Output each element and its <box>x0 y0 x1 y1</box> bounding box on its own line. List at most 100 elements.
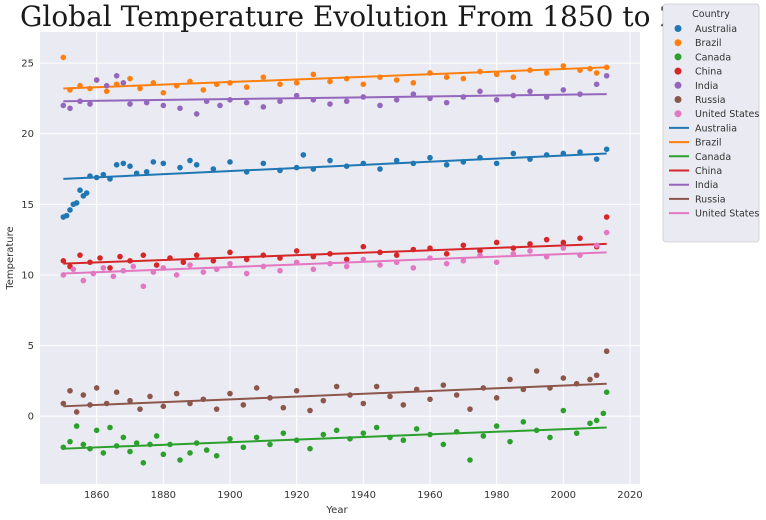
data-point <box>140 252 147 258</box>
data-point <box>60 54 67 61</box>
data-point <box>70 266 77 273</box>
data-point <box>213 406 220 412</box>
data-point <box>593 372 600 379</box>
x-tick-label: 1880 <box>151 490 176 501</box>
data-point <box>153 433 160 439</box>
data-point <box>60 102 67 109</box>
data-point <box>493 97 500 103</box>
legend: Country Australia Brazil Canada China India Ru… <box>662 3 760 243</box>
data-point <box>137 85 143 92</box>
data-point <box>577 149 583 155</box>
data-point <box>587 420 593 427</box>
x-axis-label: Year <box>325 505 348 516</box>
x-tick-label: 1980 <box>484 490 509 501</box>
data-point <box>130 263 137 270</box>
data-point <box>460 242 467 249</box>
data-point <box>160 403 167 410</box>
data-point <box>533 368 540 374</box>
regression-line <box>63 251 607 275</box>
data-point <box>507 438 513 445</box>
legend-entry: Russia <box>695 194 726 205</box>
data-point <box>587 376 593 383</box>
data-point <box>310 266 317 273</box>
data-point <box>80 277 87 284</box>
data-point <box>73 200 80 206</box>
regression-line <box>63 152 607 180</box>
data-point <box>127 163 133 169</box>
data-point <box>173 390 180 397</box>
x-tick-label: 1960 <box>417 490 442 501</box>
data-point <box>173 272 180 278</box>
data-point <box>307 445 313 452</box>
legend-entry: Russia <box>695 95 726 106</box>
data-point <box>603 72 610 79</box>
data-point <box>87 101 93 107</box>
data-point <box>333 383 340 390</box>
data-point <box>307 407 313 414</box>
legend-entry: Canada <box>695 52 731 63</box>
x-tick-label: 1940 <box>351 490 376 501</box>
data-point <box>227 436 233 442</box>
data-point <box>360 243 367 250</box>
data-point <box>300 152 307 158</box>
regression-line <box>63 242 607 265</box>
data-point <box>93 385 100 391</box>
data-point <box>510 150 517 157</box>
data-point <box>360 430 367 436</box>
data-point <box>603 214 610 220</box>
series-australia <box>60 146 610 220</box>
data-point <box>467 457 473 463</box>
data-point <box>427 154 433 161</box>
data-point <box>140 460 147 466</box>
data-point <box>333 427 340 434</box>
data-point <box>80 392 87 398</box>
legend-entry: Brazil <box>695 138 722 149</box>
axis-ticks: 1860 1880 1900 1920 1940 1960 1980 2000 2020 0 5 10… <box>21 59 642 501</box>
data-point <box>400 437 407 444</box>
data-point <box>160 89 167 96</box>
data-point <box>77 252 83 258</box>
data-point <box>147 393 153 400</box>
data-point <box>217 102 223 109</box>
regression-line <box>63 382 607 408</box>
legend-marker <box>674 25 682 32</box>
y-tick-label: 5 <box>28 341 34 352</box>
data-point <box>603 348 610 355</box>
data-point <box>73 423 80 429</box>
series-canada <box>60 389 610 466</box>
data-point <box>593 81 600 88</box>
data-point <box>440 382 447 388</box>
data-point <box>67 438 73 445</box>
data-point <box>103 82 110 89</box>
data-point <box>97 255 103 261</box>
data-point <box>477 248 483 254</box>
data-point <box>120 160 127 167</box>
data-point <box>327 157 333 164</box>
regression-line <box>63 426 607 450</box>
data-point <box>593 156 600 162</box>
data-point <box>153 262 160 268</box>
legend-title: Country <box>692 9 730 20</box>
data-point <box>320 431 327 438</box>
series-united-states <box>60 229 610 290</box>
y-tick-label: 15 <box>21 200 34 211</box>
data-point <box>110 273 117 280</box>
data-point <box>227 260 233 267</box>
data-point <box>493 71 500 78</box>
data-point <box>377 166 383 172</box>
data-point <box>67 387 73 394</box>
data-point <box>393 77 400 83</box>
data-point <box>310 71 317 78</box>
data-point <box>120 80 127 86</box>
chart-title: Global Temperature Evolution From 1850 t… <box>20 0 731 33</box>
data-point <box>547 434 553 441</box>
data-point <box>480 433 487 439</box>
data-point <box>560 245 567 251</box>
data-point <box>440 441 447 448</box>
data-point <box>60 258 67 264</box>
data-point <box>113 389 120 395</box>
y-tick-label: 20 <box>21 129 34 140</box>
data-point <box>443 74 450 80</box>
data-point <box>593 70 600 76</box>
legend-entry: Canada <box>695 152 731 163</box>
